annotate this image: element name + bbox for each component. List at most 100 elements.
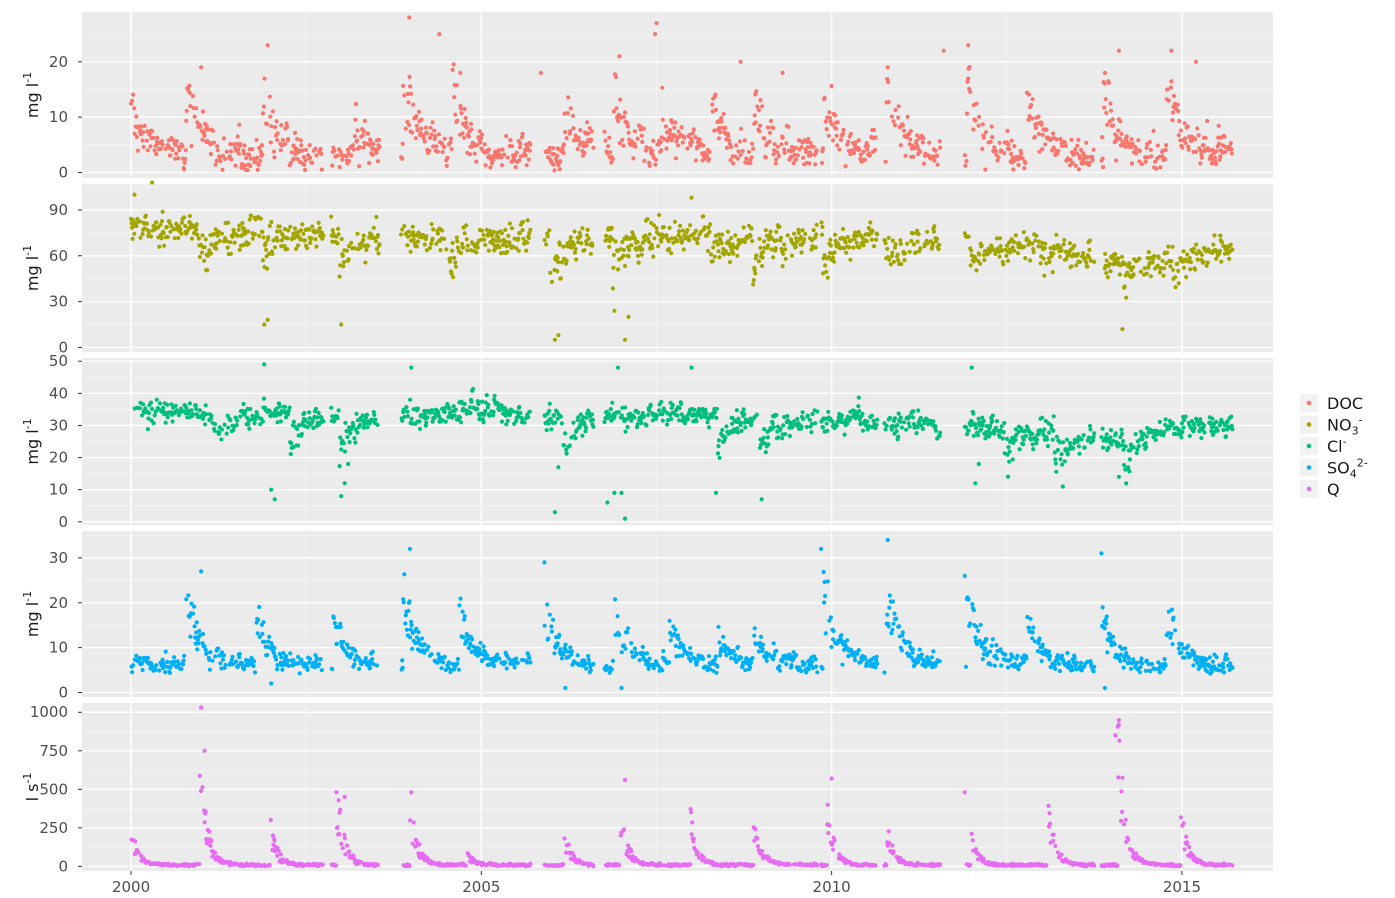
- data-point: [353, 117, 358, 122]
- data-point: [358, 422, 363, 427]
- data-point: [889, 114, 895, 119]
- data-point: [374, 214, 379, 220]
- data-point: [813, 162, 818, 167]
- data-point: [1061, 440, 1066, 445]
- data-point: [255, 631, 260, 636]
- data-point: [1016, 162, 1021, 168]
- data-point: [874, 654, 879, 659]
- data-point: [548, 417, 554, 422]
- data-point: [291, 419, 296, 424]
- data-point: [178, 227, 183, 232]
- data-point: [521, 236, 526, 241]
- data-point: [499, 155, 504, 160]
- data-point: [589, 412, 595, 417]
- data-point: [1230, 427, 1235, 432]
- data-point: [237, 247, 242, 252]
- data-point: [568, 235, 573, 240]
- data-point: [976, 123, 981, 128]
- data-point: [424, 131, 429, 136]
- data-point: [1109, 442, 1114, 447]
- data-point: [176, 235, 181, 241]
- data-point: [214, 158, 219, 163]
- data-point: [1216, 123, 1221, 128]
- data-point: [660, 117, 665, 122]
- data-point: [137, 406, 143, 411]
- data-point: [713, 92, 718, 97]
- data-point: [1060, 143, 1065, 149]
- data-point: [1023, 256, 1028, 261]
- data-point-outlier: [409, 365, 414, 370]
- data-point: [899, 261, 904, 267]
- data-point: [430, 120, 435, 125]
- data-point: [773, 161, 778, 166]
- data-point: [329, 405, 334, 410]
- data-point: [627, 247, 632, 252]
- data-point: [274, 119, 279, 124]
- data-point: [200, 137, 205, 142]
- data-point: [771, 657, 776, 662]
- data-point: [547, 228, 552, 233]
- data-point: [257, 233, 262, 238]
- data-point: [286, 228, 291, 233]
- data-point: [675, 143, 681, 148]
- data-point: [1139, 656, 1144, 661]
- data-point: [841, 127, 846, 132]
- data-point: [409, 622, 414, 628]
- data-point: [726, 252, 732, 257]
- data-point: [305, 246, 310, 251]
- data-point: [220, 657, 226, 662]
- data-point-outlier: [1102, 70, 1107, 75]
- data-point: [1186, 147, 1191, 152]
- data-point: [1046, 430, 1052, 435]
- data-point: [916, 408, 921, 413]
- data-point: [467, 152, 473, 157]
- data-point: [407, 599, 412, 604]
- data-point: [976, 628, 981, 633]
- data-point: [151, 223, 156, 229]
- data-point: [495, 652, 500, 657]
- data-point: [1077, 259, 1083, 264]
- series-points: [132, 362, 1235, 521]
- data-point: [1152, 253, 1157, 259]
- data-point: [504, 666, 509, 671]
- data-point: [178, 406, 184, 411]
- data-point: [231, 142, 236, 147]
- data-point: [971, 433, 976, 438]
- data-point: [705, 420, 710, 425]
- data-point: [882, 670, 887, 675]
- data-point: [657, 212, 662, 218]
- data-point: [756, 649, 762, 654]
- data-point: [908, 128, 913, 134]
- data-point: [883, 427, 888, 432]
- data-point: [517, 145, 523, 150]
- data-point: [1140, 437, 1145, 442]
- data-point: [141, 130, 146, 135]
- data-point: [589, 137, 594, 142]
- data-point: [981, 652, 986, 657]
- data-point: [452, 95, 457, 100]
- data-point: [918, 149, 923, 154]
- data-point: [1040, 147, 1045, 152]
- data-point: [228, 149, 233, 154]
- data-point: [544, 428, 549, 433]
- data-point: [613, 239, 618, 244]
- data-point: [643, 233, 648, 238]
- data-point: [614, 106, 619, 111]
- data-point: [629, 641, 634, 646]
- data-point: [293, 246, 299, 251]
- data-point-outlier: [969, 365, 974, 370]
- data-point: [352, 662, 357, 667]
- data-point: [453, 260, 458, 265]
- data-point: [894, 429, 899, 434]
- data-point: [363, 260, 368, 265]
- data-point: [1026, 625, 1032, 631]
- data-point: [365, 131, 371, 136]
- data-point: [1190, 249, 1196, 254]
- data-point: [471, 644, 476, 649]
- data-point: [235, 233, 240, 238]
- data-point: [706, 225, 711, 230]
- data-point: [752, 267, 757, 273]
- data-point: [911, 242, 917, 247]
- data-point: [174, 138, 179, 144]
- data-point: [631, 233, 636, 238]
